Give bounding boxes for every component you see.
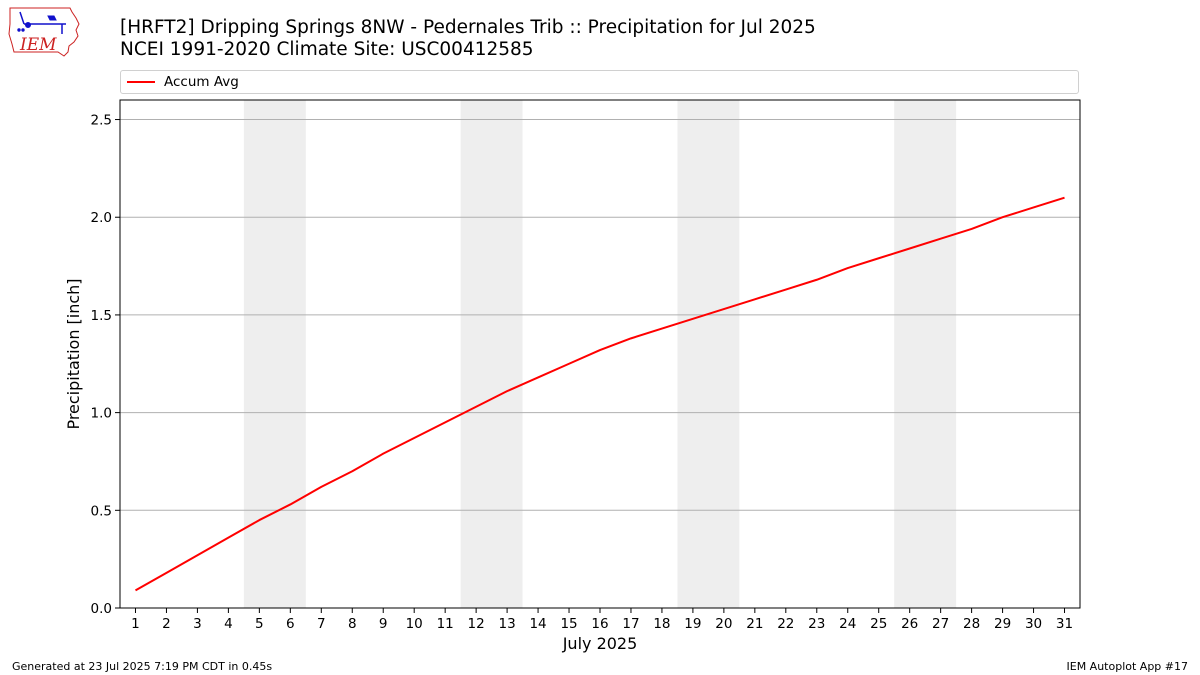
x-tick-label: 21	[746, 616, 763, 632]
y-tick-label: 1.0	[91, 406, 112, 422]
footer-generated-text: Generated at 23 Jul 2025 7:19 PM CDT in …	[12, 660, 273, 673]
x-tick-label: 13	[499, 616, 516, 632]
x-tick-label: 31	[1056, 616, 1073, 632]
x-tick-label: 15	[560, 616, 577, 632]
x-tick-label: 20	[715, 616, 732, 632]
x-axis-label: July 2025	[562, 634, 638, 653]
y-tick-label: 2.0	[91, 210, 112, 226]
x-tick-label: 22	[777, 616, 794, 632]
x-tick-label: 17	[622, 616, 639, 632]
weekend-band-3	[677, 100, 740, 608]
y-tick-label: 0.0	[91, 601, 112, 617]
weather-station-icon	[17, 11, 66, 34]
x-tick-label: 23	[808, 616, 825, 632]
y-tick-label: 0.5	[91, 503, 112, 519]
x-tick-label: 27	[932, 616, 949, 632]
x-tick-label: 30	[1025, 616, 1042, 632]
x-tick-label: 2	[162, 616, 171, 632]
x-tick-label: 11	[437, 616, 454, 632]
x-tick-label: 9	[379, 616, 388, 632]
legend-label-accum-avg: Accum Avg	[164, 74, 239, 90]
x-tick-label: 5	[255, 616, 264, 632]
x-tick-label: 26	[901, 616, 918, 632]
x-tick-label: 7	[317, 616, 326, 632]
chart-title: [HRFT2] Dripping Springs 8NW - Pedernale…	[120, 17, 816, 38]
weekend-band-4	[894, 100, 957, 608]
y-axis-label: Precipitation [inch]	[64, 278, 83, 429]
x-tick-label: 19	[684, 616, 701, 632]
x-tick-label: 25	[870, 616, 887, 632]
y-tick-label: 1.5	[91, 308, 112, 324]
x-tick-label: 4	[224, 616, 233, 632]
x-tick-label: 18	[653, 616, 670, 632]
plot-frame	[119, 99, 1081, 609]
iem-logo: IEM	[8, 7, 80, 57]
x-tick-label: 29	[994, 616, 1011, 632]
x-tick-label: 28	[963, 616, 980, 632]
y-tick-label: 2.5	[91, 113, 112, 129]
x-tick-label: 3	[193, 616, 202, 632]
x-tick-label: 16	[591, 616, 608, 632]
iowa-state-outline	[8, 7, 80, 57]
footer-app-label: IEM Autoplot App #17	[1066, 660, 1189, 673]
logo-text: IEM	[19, 35, 57, 55]
legend: Accum Avg	[120, 70, 1079, 94]
legend-swatch-accum-avg	[127, 81, 155, 83]
x-tick-label: 14	[529, 616, 546, 632]
x-tick-label: 8	[348, 616, 357, 632]
x-tick-label: 12	[468, 616, 485, 632]
x-tick-label: 24	[839, 616, 856, 632]
x-tick-label: 6	[286, 616, 295, 632]
chart-subtitle: NCEI 1991-2020 Climate Site: USC00412585	[120, 39, 534, 60]
x-tick-label: 1	[131, 616, 140, 632]
x-tick-label: 10	[406, 616, 423, 632]
weekend-band-2	[460, 100, 523, 608]
weekend-band-1	[243, 100, 306, 608]
